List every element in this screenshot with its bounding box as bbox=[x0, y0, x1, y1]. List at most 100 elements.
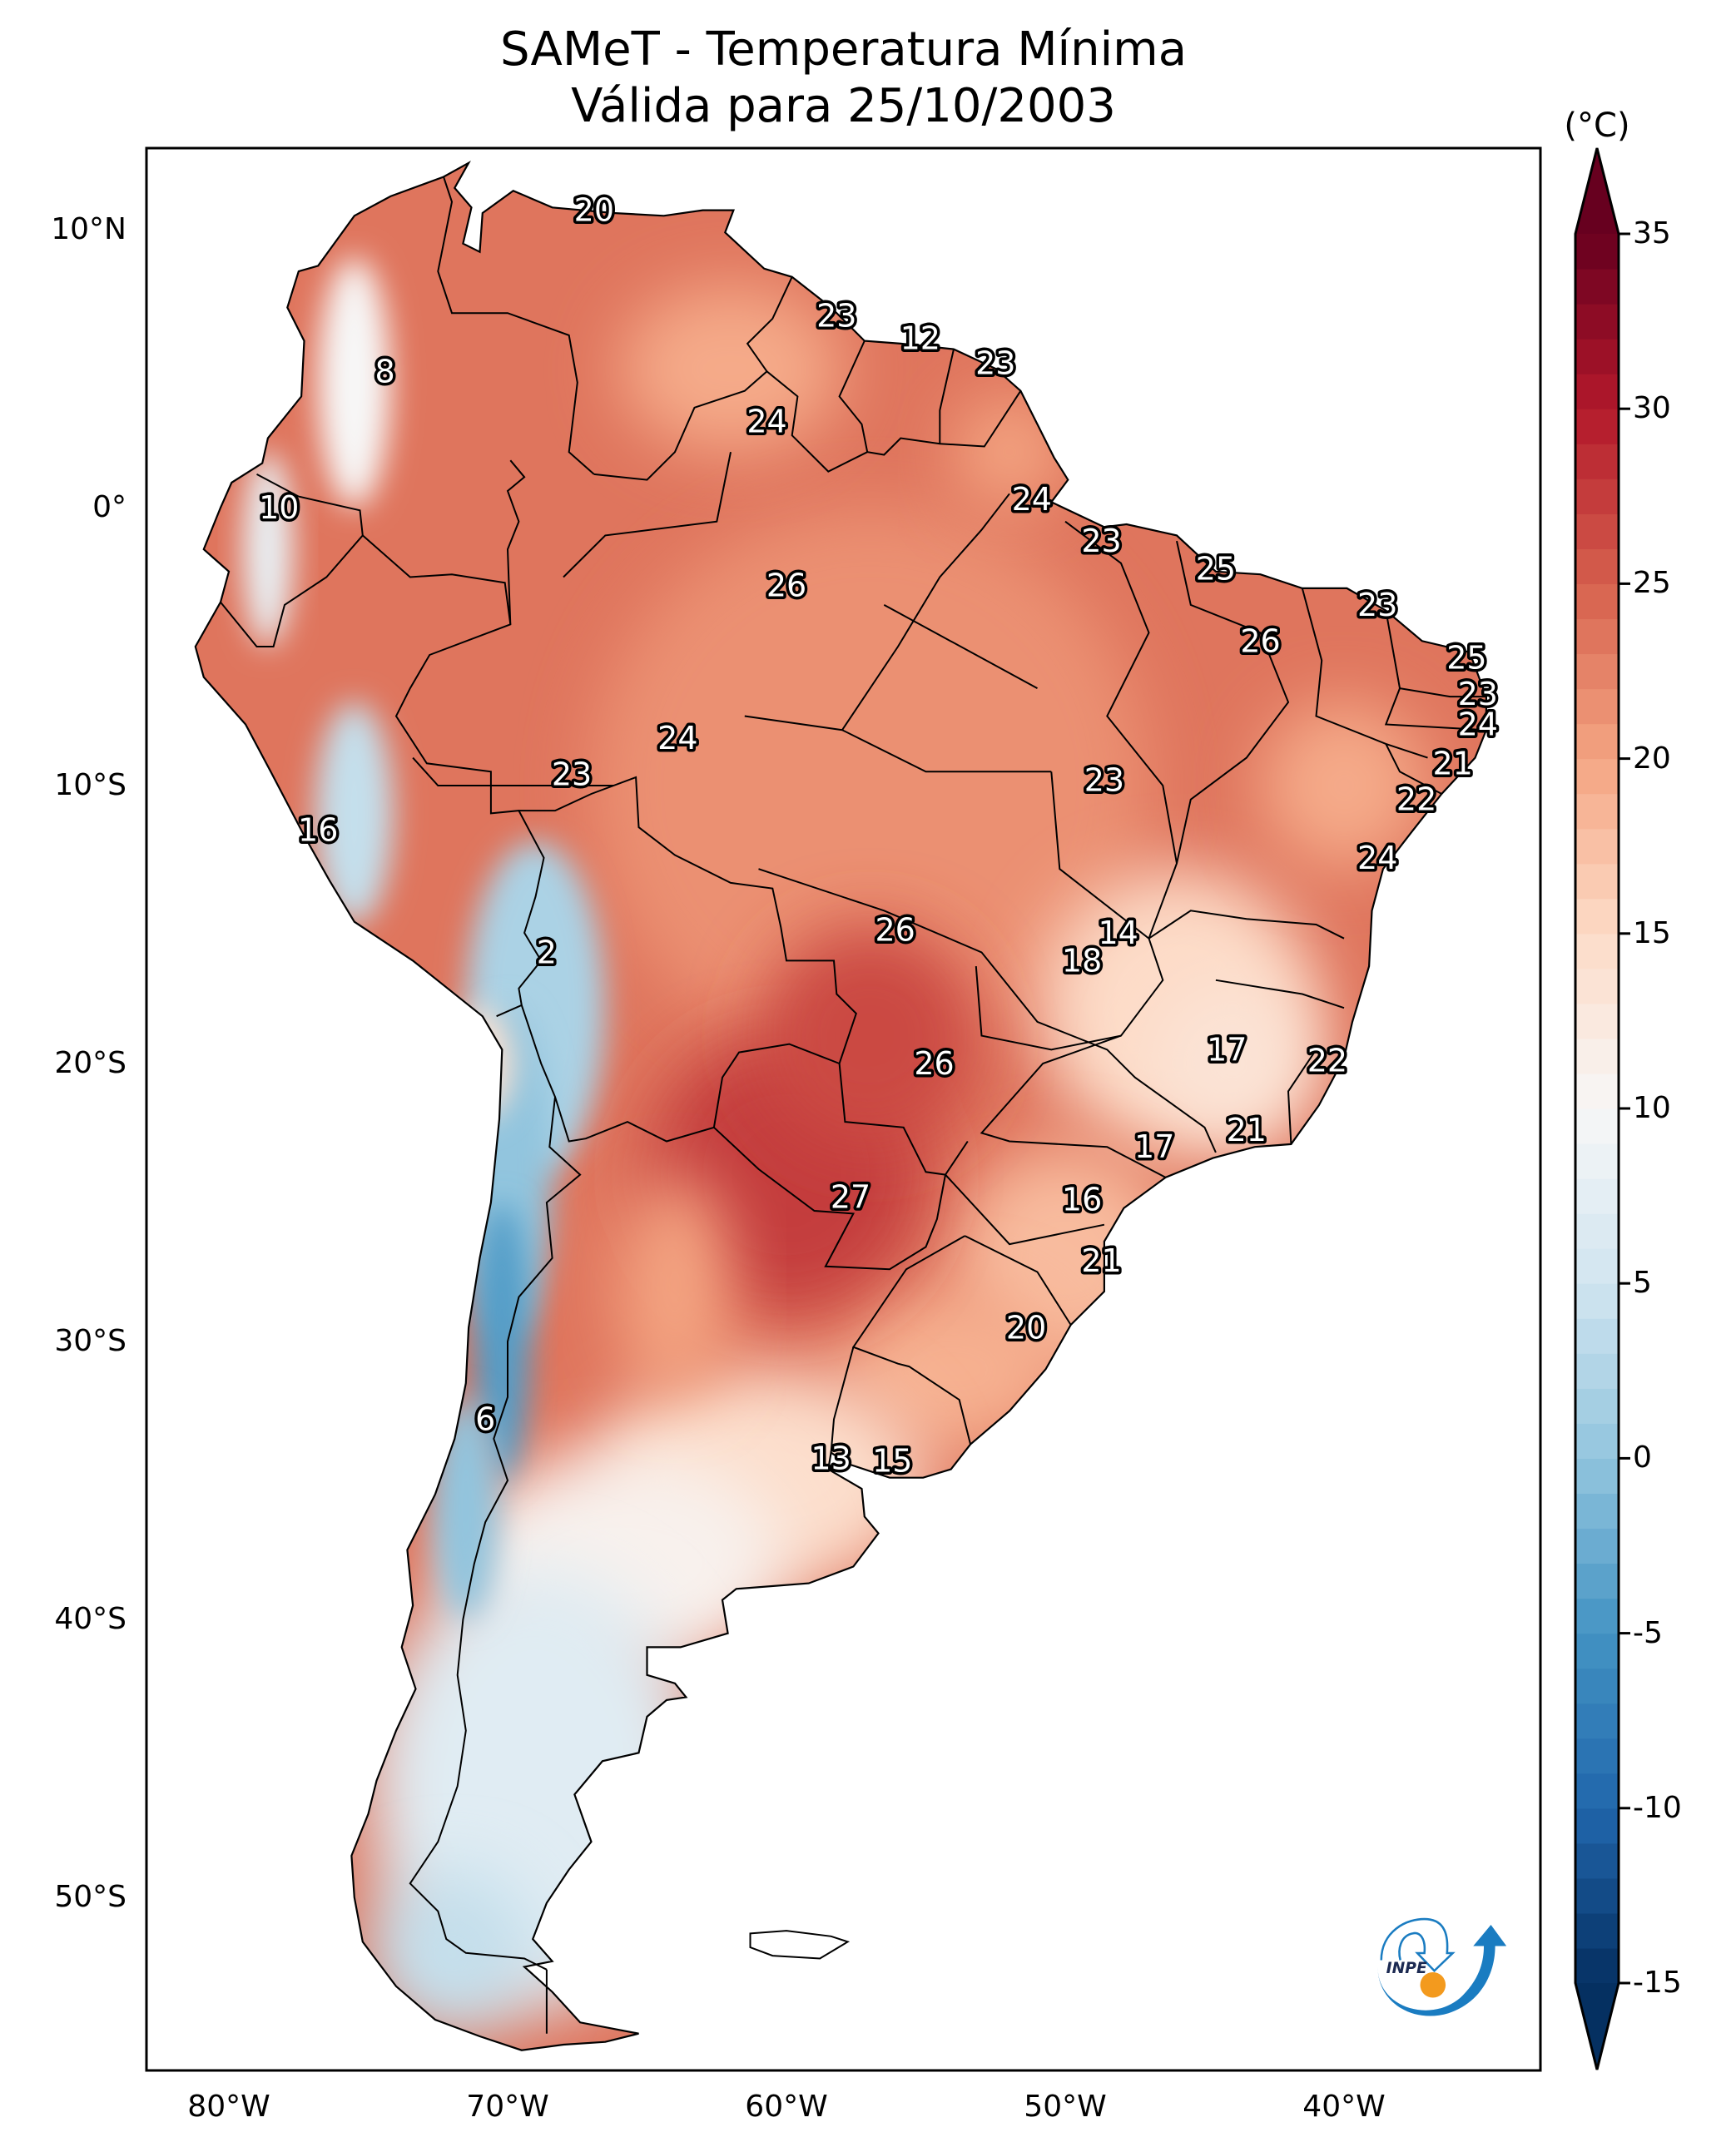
station-label: 26 bbox=[914, 1045, 954, 1082]
station-label: 8 bbox=[375, 353, 395, 389]
colorbar-tick-label: 5 bbox=[1633, 1266, 1652, 1301]
border-line bbox=[841, 493, 1010, 731]
chart-title: SAMeT - Temperatura Mínima bbox=[499, 22, 1188, 77]
station-label: 16 bbox=[298, 811, 338, 848]
border-line bbox=[1148, 910, 1345, 940]
colorbar-segment bbox=[1575, 548, 1619, 584]
colorbar-segment bbox=[1575, 1912, 1619, 1949]
station-label: 27 bbox=[831, 1178, 870, 1215]
colorbar-segment bbox=[1575, 1213, 1619, 1249]
x-tick-label: 50°W bbox=[1024, 2090, 1107, 2124]
colorbar-segment bbox=[1575, 723, 1619, 760]
station-label: 24 bbox=[657, 720, 697, 756]
colorbar-tick-label: 30 bbox=[1633, 391, 1671, 426]
border-line bbox=[1385, 743, 1442, 795]
temperature-blob-ecuador-andes bbox=[242, 452, 294, 647]
station-label: 23 bbox=[552, 756, 592, 793]
temperature-blob-argentina-northwest bbox=[619, 1174, 731, 1397]
border-line bbox=[980, 1034, 1167, 1178]
colorbar-segment bbox=[1575, 339, 1619, 374]
colorbar-segment bbox=[1575, 234, 1619, 270]
border-line bbox=[964, 1235, 1072, 1326]
colorbar-tick-label: 20 bbox=[1633, 741, 1671, 776]
logo-text: INPE bbox=[1386, 1960, 1427, 1977]
colorbar-segment bbox=[1575, 583, 1619, 620]
y-tick-label: 10°S bbox=[54, 768, 126, 802]
colorbar-segment bbox=[1575, 1668, 1619, 1704]
station-label: 23 bbox=[1084, 761, 1124, 798]
station-label: 26 bbox=[766, 568, 806, 604]
station-label: 20 bbox=[574, 192, 614, 229]
colorbar-segment bbox=[1575, 478, 1619, 514]
border-line bbox=[1287, 1049, 1317, 1144]
colorbar-segment bbox=[1575, 304, 1619, 340]
colorbar-segment bbox=[1575, 1458, 1619, 1495]
colorbar-tick-label: -10 bbox=[1633, 1790, 1682, 1825]
x-tick-label: 80°W bbox=[187, 2090, 270, 2124]
temperature-blob-pantanal-hot bbox=[758, 925, 982, 1148]
station-label: 24 bbox=[746, 403, 786, 439]
x-tick-label: 60°W bbox=[745, 2090, 828, 2124]
station-label: 13 bbox=[811, 1440, 851, 1476]
colorbar-segment bbox=[1575, 618, 1619, 655]
x-tick-label: 70°W bbox=[466, 2090, 549, 2124]
border-line bbox=[220, 474, 364, 647]
colorbar-segment bbox=[1575, 758, 1619, 795]
border-line bbox=[506, 459, 526, 625]
y-tick-label: 50°S bbox=[54, 1880, 126, 1914]
logo-swoosh-icon bbox=[1377, 1925, 1506, 2016]
colorbar-segment bbox=[1575, 1178, 1619, 1214]
border-line bbox=[713, 1063, 947, 1271]
border-line bbox=[1215, 979, 1345, 1009]
colorbar-tick-label: -15 bbox=[1633, 1966, 1682, 2000]
temperature-blob-peru-andes bbox=[315, 702, 394, 925]
temperature-blob-central-andes bbox=[474, 1202, 530, 1480]
colorbar-segment bbox=[1575, 828, 1619, 865]
temperature-blob-brazil-central bbox=[591, 508, 1149, 1064]
temperature-blob-atacama-coast bbox=[446, 1008, 513, 1119]
border-line bbox=[593, 276, 793, 481]
station-label: 24 bbox=[1357, 840, 1397, 876]
y-tick-label: 40°S bbox=[54, 1602, 126, 1636]
chart-subtitle: Válida para 25/10/2003 bbox=[571, 79, 1116, 133]
station-label: 22 bbox=[1396, 781, 1436, 818]
colorbar-segment bbox=[1575, 793, 1619, 830]
border-line bbox=[412, 756, 614, 786]
colorbar-segment bbox=[1575, 1038, 1619, 1074]
station-label: 23 bbox=[1458, 676, 1498, 712]
colorbar bbox=[1574, 147, 1630, 2070]
colorbar-segment bbox=[1575, 1248, 1619, 1284]
station-label: 25 bbox=[1446, 639, 1486, 676]
colorbar-segment bbox=[1575, 1807, 1619, 1844]
station-label: 23 bbox=[816, 298, 856, 335]
colorbar-unit-label: (°C) bbox=[1564, 107, 1630, 145]
station-label: 24 bbox=[1458, 707, 1498, 743]
colorbar-segment bbox=[1575, 1947, 1619, 1984]
colorbar-segment bbox=[1575, 968, 1619, 1004]
colorbar-tick-label: 35 bbox=[1633, 216, 1671, 250]
colorbar-segment bbox=[1575, 1703, 1619, 1739]
border-line bbox=[939, 349, 955, 444]
border-line bbox=[1384, 687, 1486, 731]
border-line bbox=[563, 452, 732, 578]
station-label: 23 bbox=[975, 345, 1015, 381]
colorbar-extend-max bbox=[1575, 148, 1619, 234]
x-tick-label: 40°W bbox=[1302, 2090, 1386, 2124]
y-tick-label: 10°N bbox=[51, 212, 126, 246]
colorbar-segment bbox=[1575, 1563, 1619, 1599]
colorbar-segment bbox=[1575, 1773, 1619, 1809]
colorbar-segment bbox=[1575, 374, 1619, 409]
colorbar-segment bbox=[1575, 444, 1619, 479]
colorbar-segment bbox=[1575, 1388, 1619, 1424]
border-line bbox=[758, 868, 1217, 1153]
colorbar-segment bbox=[1575, 1738, 1619, 1774]
colorbar-segment bbox=[1575, 1143, 1619, 1179]
country-borders bbox=[220, 176, 1486, 2034]
colorbar-segment bbox=[1575, 1842, 1619, 1879]
station-label: 24 bbox=[1012, 481, 1052, 518]
station-label: 25 bbox=[1196, 550, 1236, 587]
station-label: 16 bbox=[1062, 1182, 1102, 1218]
colorbar-segment bbox=[1575, 409, 1619, 444]
